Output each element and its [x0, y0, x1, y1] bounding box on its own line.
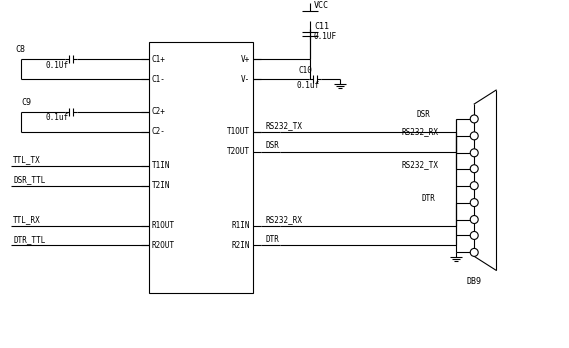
Text: RS232_RX: RS232_RX: [265, 215, 302, 224]
Text: R1OUT: R1OUT: [151, 221, 175, 230]
Text: TTL_TX: TTL_TX: [13, 155, 41, 164]
Text: C2+: C2+: [151, 108, 166, 117]
Circle shape: [470, 165, 478, 173]
Text: C9: C9: [21, 97, 31, 106]
Text: T2OUT: T2OUT: [227, 147, 250, 156]
Text: 0.1UF: 0.1UF: [314, 32, 337, 41]
Text: R2OUT: R2OUT: [151, 241, 175, 250]
Circle shape: [470, 115, 478, 123]
Text: C10: C10: [299, 66, 313, 74]
Text: TTL_RX: TTL_RX: [13, 215, 41, 224]
Text: V+: V+: [241, 55, 250, 64]
Circle shape: [470, 215, 478, 223]
Text: 0.1uf: 0.1uf: [46, 113, 69, 122]
Text: DSR_TTL: DSR_TTL: [13, 175, 46, 184]
Text: C11: C11: [314, 22, 329, 31]
Text: DTR_TTL: DTR_TTL: [13, 235, 46, 244]
Circle shape: [470, 149, 478, 157]
Circle shape: [470, 248, 478, 256]
Text: RS232_TX: RS232_TX: [265, 121, 302, 130]
Text: VCC: VCC: [314, 1, 329, 10]
Text: C2-: C2-: [151, 127, 166, 136]
Text: DSR: DSR: [265, 141, 279, 150]
Text: C8: C8: [15, 45, 25, 54]
Circle shape: [470, 182, 478, 190]
Text: 0.1Uf: 0.1Uf: [46, 61, 69, 70]
Text: C1+: C1+: [151, 55, 166, 64]
Text: DB9: DB9: [467, 277, 482, 286]
Text: R1IN: R1IN: [232, 221, 250, 230]
Circle shape: [470, 231, 478, 239]
Text: 0.1uf: 0.1uf: [297, 81, 320, 89]
Text: T2IN: T2IN: [151, 181, 170, 190]
Text: DTR: DTR: [422, 194, 435, 203]
Bar: [149, 42, 253, 293]
Text: R2IN: R2IN: [232, 241, 250, 250]
Text: RS232_RX: RS232_RX: [402, 127, 439, 136]
Text: RS232_TX: RS232_TX: [402, 160, 439, 169]
Text: V-: V-: [241, 74, 250, 84]
Circle shape: [470, 199, 478, 207]
Circle shape: [470, 132, 478, 140]
Text: T1IN: T1IN: [151, 161, 170, 170]
Text: DSR: DSR: [417, 110, 430, 119]
Text: T1OUT: T1OUT: [227, 127, 250, 136]
Text: DTR: DTR: [265, 235, 279, 244]
Text: C1-: C1-: [151, 74, 166, 84]
